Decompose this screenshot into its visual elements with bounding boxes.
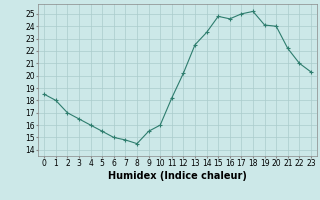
X-axis label: Humidex (Indice chaleur): Humidex (Indice chaleur) — [108, 171, 247, 181]
